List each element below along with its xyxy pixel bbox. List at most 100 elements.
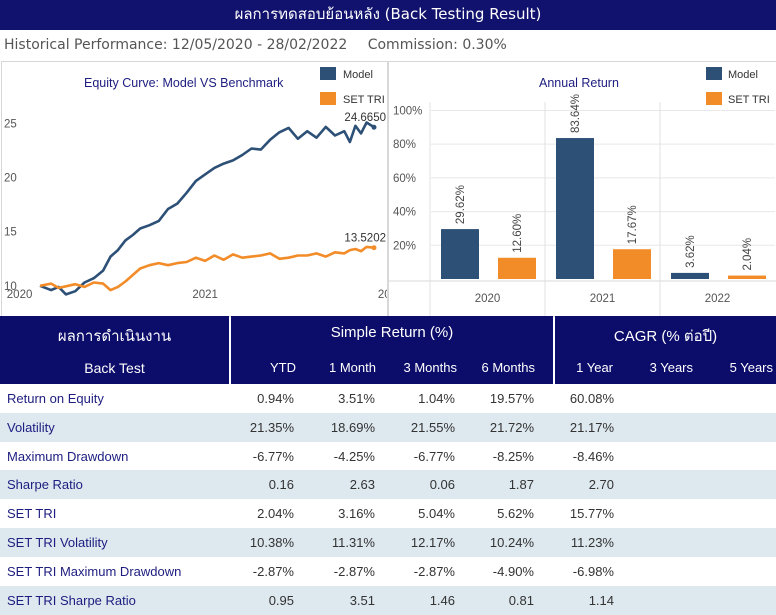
legend-model-swatch <box>320 67 336 80</box>
settri-end-value-label: 13.5202 <box>344 233 386 245</box>
settri-end-point <box>371 245 377 251</box>
cell-6-months: 1.87 <box>508 477 534 493</box>
cell-1-year: -8.46% <box>572 448 614 464</box>
settri-bar-label-2022: 2.04% <box>742 238 754 271</box>
cell-1-month: 18.69% <box>330 419 375 435</box>
cell-6-months: -4.90% <box>492 563 534 579</box>
cell-1-year: 2.70 <box>588 477 614 493</box>
cell-ytd: -2.87% <box>252 563 294 579</box>
cell-3-months: 12.17% <box>410 535 455 550</box>
cell-6-months: -8.25% <box>492 448 534 464</box>
model-bar-2020 <box>441 229 479 279</box>
model-bar-2021 <box>556 138 594 279</box>
col-1-month: 1 Month <box>329 360 376 375</box>
cell-1-month: 3.51% <box>338 391 375 406</box>
annual-legend-settri-swatch <box>706 92 722 105</box>
equity-x-tick-label: 2020 <box>7 289 33 301</box>
period-label: Historical Performance: <box>4 37 168 53</box>
annual-legend-model-label: Model <box>728 69 758 81</box>
cell-3-months: 0.06 <box>429 477 455 493</box>
cell-ytd: 21.35% <box>249 419 294 435</box>
cell-6-months: 21.72% <box>489 419 534 435</box>
table-row: SET TRI Sharpe Ratio 0.95 3.51 1.46 0.81 1.14 <box>0 585 776 615</box>
cell-6-months: 19.57% <box>489 391 534 406</box>
cell-1-year: 1.14 <box>588 592 614 608</box>
annual-return-panel: Annual Return Model SET TRI 20% 40% 60% 80%… <box>388 61 776 317</box>
table-row: Return on Equity 0.94% 3.51% 1.04% 19.57% 60.… <box>0 384 776 413</box>
cell-1-month: 3.51 <box>349 592 375 608</box>
annual-y-tick-label: 60% <box>393 173 416 185</box>
equity-y-tick-label: 20 <box>4 173 17 185</box>
settri-bar-label-2020: 12.60% <box>512 214 524 253</box>
annual-y-tick-label: 80% <box>393 139 416 151</box>
equity-curve-chart: Equity Curve: Model VS Benchmark Model S… <box>4 67 403 301</box>
row-label: Volatility <box>7 419 55 435</box>
back-test-header: Back Test <box>84 360 145 376</box>
equity-chart-title: Equity Curve: Model VS Benchmark <box>84 76 284 90</box>
commission-value: 0.30% <box>462 37 507 53</box>
model-bar-label-2022: 3.62% <box>685 235 697 268</box>
legend-settri-swatch <box>320 92 336 105</box>
row-label: Sharpe Ratio <box>7 477 83 493</box>
annual-legend-model-swatch <box>706 67 722 80</box>
cagr-header-title: CAGR (% ต่อปี) <box>613 328 718 345</box>
performance-header-title: ผลการดำเนินงาน <box>57 328 172 345</box>
cell-ytd: 10.38% <box>249 535 294 550</box>
cell-3-months: 5.04% <box>418 506 455 522</box>
annual-y-tick-label: 40% <box>393 207 416 219</box>
legend-settri-label: SET TRI <box>343 94 385 106</box>
table-row: Sharpe Ratio 0.16 2.63 0.06 1.87 2.70 <box>0 470 776 500</box>
cell-1-year: 60.08% <box>569 391 614 406</box>
page-title: ผลการทดสอบย้อนหลัง (Back Testing Result) <box>0 0 776 30</box>
col-3-years: 3 Years <box>649 360 693 375</box>
period-value: 12/05/2020 - 28/02/2022 <box>171 37 348 53</box>
model-equity-line <box>39 121 375 296</box>
equity-curve-panel: Equity Curve: Model VS Benchmark Model S… <box>1 61 403 317</box>
cell-ytd: 0.16 <box>268 477 294 493</box>
annual-return-chart: Annual Return Model SET TRI 20% 40% 60% 80%… <box>389 67 776 316</box>
model-end-value-label: 24.6650 <box>344 112 386 124</box>
table-row: Volatility 21.35% 18.69% 21.55% 21.72% 21.17% <box>0 412 776 442</box>
annual-category-label: 2022 <box>705 293 731 305</box>
cell-1-month: -2.87% <box>333 563 375 579</box>
table-row: SET TRI 2.04% 3.16% 5.04% 5.62% 15.77% <box>0 499 776 528</box>
table-header-group-cagr: CAGR (% ต่อปี) 1 Year 3 Years 5 Years <box>555 316 776 384</box>
row-label: Maximum Drawdown <box>7 448 129 464</box>
cell-6-months: 10.24% <box>489 535 534 550</box>
cell-3-months: -2.87% <box>413 563 455 579</box>
row-label: SET TRI Volatility <box>7 535 108 550</box>
cell-1-month: 11.31% <box>331 535 375 550</box>
annual-category-label: 2020 <box>475 293 501 305</box>
annual-y-tick-label: 100% <box>393 105 422 117</box>
model-end-point <box>371 124 377 130</box>
cell-ytd: 0.94% <box>257 391 294 406</box>
annual-y-tick-label: 20% <box>393 240 416 252</box>
table-row: Maximum Drawdown -6.77% -4.25% -6.77% -8.25%… <box>0 442 776 471</box>
row-label: SET TRI Maximum Drawdown <box>7 563 182 579</box>
row-label: SET TRI Sharpe Ratio <box>7 592 136 608</box>
col-ytd: YTD <box>270 360 296 375</box>
legend-model-label: Model <box>343 69 373 81</box>
cell-6-months: 5.62% <box>497 506 534 522</box>
table-row: SET TRI Volatility 10.38% 11.31% 12.17% 10.2… <box>0 528 776 557</box>
table-header-group-performance: ผลการดำเนินงาน Back Test <box>0 316 229 384</box>
simple-return-header-title: Simple Return (%) <box>330 324 454 341</box>
cell-1-year: 15.77% <box>569 506 614 522</box>
annual-category-label: 2021 <box>590 293 616 305</box>
cell-1-month: 3.16% <box>338 506 375 522</box>
cell-3-months: 1.46 <box>429 592 455 608</box>
cell-1-month: 2.63 <box>349 477 375 493</box>
settri-bar-2022 <box>728 275 766 279</box>
row-label: Return on Equity <box>7 391 104 406</box>
settri-bar-2020 <box>498 257 536 279</box>
equity-y-tick-label: 15 <box>4 227 17 239</box>
col-1-year: 1 Year <box>576 360 613 375</box>
settri-bar-label-2021: 17.67% <box>627 205 639 244</box>
cell-3-months: 21.55% <box>410 419 455 435</box>
cell-ytd: 0.95 <box>268 592 294 608</box>
annual-chart-title: Annual Return <box>539 76 619 90</box>
col-5-years: 5 Years <box>729 360 773 375</box>
model-bar-label-2020: 29.62% <box>455 185 467 224</box>
cell-ytd: 2.04% <box>257 506 294 522</box>
cell-6-months: 0.81 <box>508 592 534 608</box>
